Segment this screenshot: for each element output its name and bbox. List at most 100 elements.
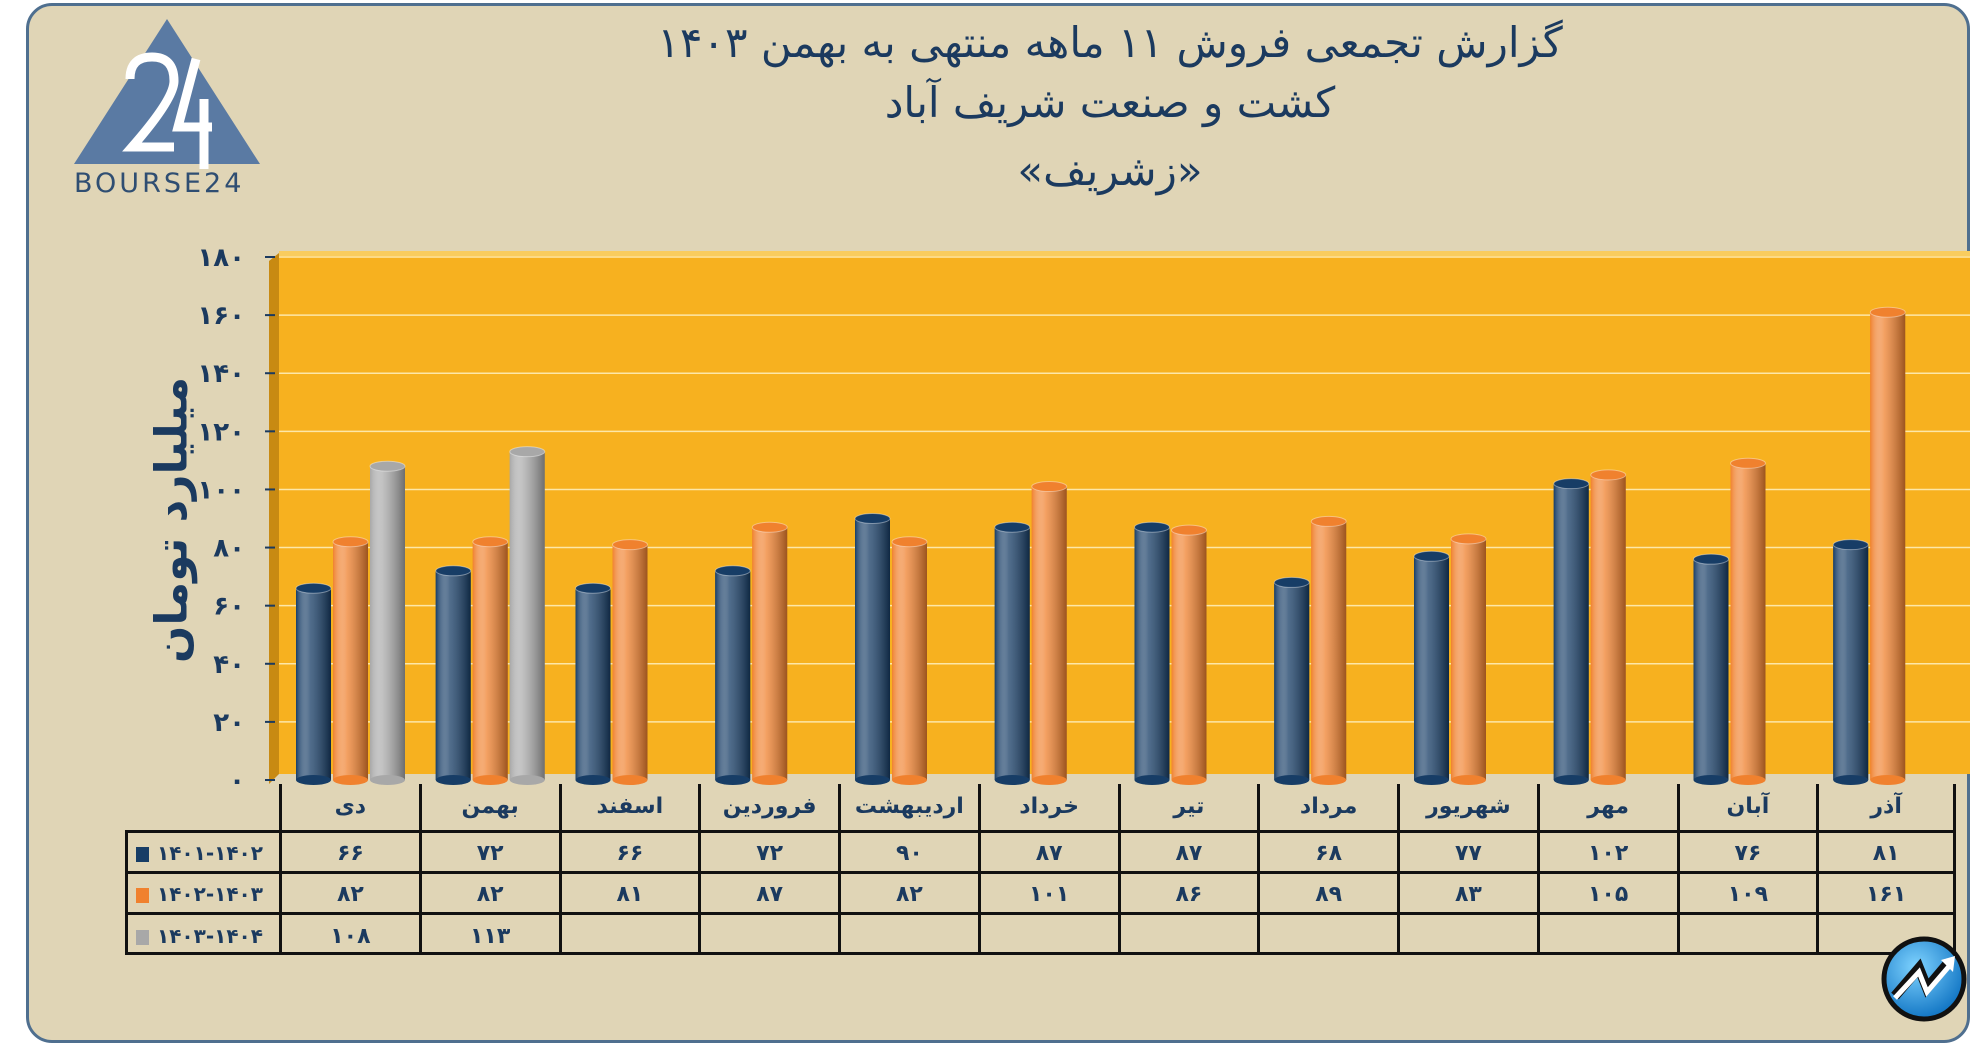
bar-shading (715, 570, 751, 780)
table-cell: ۸۶ (1117, 871, 1258, 912)
y-tick-label: ۰ (229, 766, 245, 796)
bar-shading (612, 544, 648, 780)
bar-base (1451, 775, 1486, 785)
bar-base (296, 775, 331, 785)
bar-shading (1590, 474, 1626, 780)
bar-base (994, 775, 1030, 785)
table-cell: ۱۰۲ (1536, 830, 1677, 871)
y-tick-label: ۸۰ (213, 534, 245, 564)
bar-shading (855, 518, 890, 780)
bar-base (1274, 775, 1310, 785)
bar-top (1171, 524, 1207, 536)
bar-base (1870, 775, 1906, 785)
bar-shading (370, 466, 405, 780)
legend-swatch (136, 930, 149, 945)
table-cell: ۶۸ (1257, 830, 1397, 871)
bar-top (575, 582, 611, 594)
bar-shading (1693, 559, 1729, 780)
month-header: مهر (1536, 784, 1677, 830)
table-cell: ۸۲ (279, 871, 419, 912)
bar-top (1553, 478, 1590, 490)
trend-arrow-icon (1881, 936, 1967, 1022)
bar-shading (1274, 582, 1310, 780)
bar-top (1031, 481, 1068, 493)
logo-text: BOURSE24 (74, 168, 245, 199)
bar-shading (1311, 521, 1347, 780)
bar-base (1553, 775, 1589, 785)
bar-base (1311, 775, 1347, 785)
table-cell: ۱۰۵ (1536, 871, 1677, 912)
bar-base (472, 775, 508, 785)
y-tick-label: ۱۴۰ (197, 359, 245, 389)
plot-top-edge (279, 251, 1970, 256)
table-cell (1397, 912, 1537, 955)
y-tick-label: ۱۸۰ (197, 243, 245, 273)
table-cell: ۶۶ (558, 830, 699, 871)
bar-top (1273, 576, 1310, 588)
bar-base (435, 775, 471, 785)
table-cell: ۸۷ (1117, 830, 1258, 871)
table-cell: ۷۶ (1676, 830, 1817, 871)
table-cell: ۸۱ (1816, 830, 1956, 871)
month-header: دی (279, 784, 419, 830)
bar-top (472, 536, 509, 548)
bar-base (855, 775, 890, 785)
ticker-symbol: «زشریف» (1017, 146, 1203, 195)
bar-top (1590, 469, 1627, 481)
bar-top (612, 539, 648, 551)
bar-shading (994, 527, 1030, 780)
y-tick-label: ۱۲۰ (197, 417, 245, 447)
table-cell: ۸۷ (977, 830, 1118, 871)
bar-shading (472, 541, 508, 780)
table-cell: ۸۲ (418, 871, 559, 912)
bar-base (370, 775, 405, 785)
bar-top (1310, 515, 1347, 527)
legend-label: ۱۴۰۱-۱۴۰۲ (157, 841, 263, 865)
bar-shading (296, 588, 331, 780)
table-cell: ۹۰ (838, 830, 978, 871)
table-cell: ۸۱ (558, 871, 699, 912)
bar-top (332, 536, 369, 548)
bar-top (369, 460, 406, 472)
table-cell (838, 912, 978, 955)
table-cell: ۸۳ (1397, 871, 1537, 912)
bar-top (1413, 550, 1450, 562)
month-header: فروردین (698, 784, 838, 830)
bar-shading (1414, 556, 1449, 780)
table-cell (558, 912, 699, 955)
bar-base (1171, 775, 1207, 785)
bar-top (295, 582, 332, 594)
table-cell: ۱۰۸ (279, 912, 419, 955)
bar-shading (1833, 544, 1869, 780)
bar-top (714, 565, 751, 577)
bar-base (1590, 775, 1626, 785)
table-cell (1536, 912, 1677, 955)
bar-base (1693, 775, 1729, 785)
bar-top (854, 513, 891, 524)
month-header: اردیبهشت (838, 784, 978, 830)
month-header: آبان (1676, 784, 1817, 830)
y-tick-label: ۶۰ (213, 592, 245, 622)
bar-base (1730, 775, 1766, 785)
bar-base (1833, 775, 1869, 785)
legend-label: ۱۴۰۲-۱۴۰۳ (157, 882, 263, 906)
y-tick-label: ۴۰ (213, 650, 245, 680)
bar-shading (1134, 527, 1170, 780)
bar-top (1869, 306, 1906, 318)
bar-shading (1451, 538, 1486, 780)
bar-top (1832, 539, 1869, 551)
bar-top (1450, 533, 1487, 545)
legend-entry: ۱۴۰۳-۱۴۰۴ (125, 912, 279, 955)
table-cell: ۸۲ (838, 871, 978, 912)
bar-shading (575, 588, 611, 780)
bar-base (333, 775, 368, 785)
bar-base (509, 775, 545, 785)
month-header: اسفند (558, 784, 699, 830)
table-cell (977, 912, 1118, 955)
month-header: شهریور (1397, 784, 1537, 830)
bar-base (1031, 775, 1067, 785)
bar-base (752, 775, 788, 785)
bar-base (892, 775, 927, 785)
y-tick-label: ۱۶۰ (197, 301, 245, 331)
